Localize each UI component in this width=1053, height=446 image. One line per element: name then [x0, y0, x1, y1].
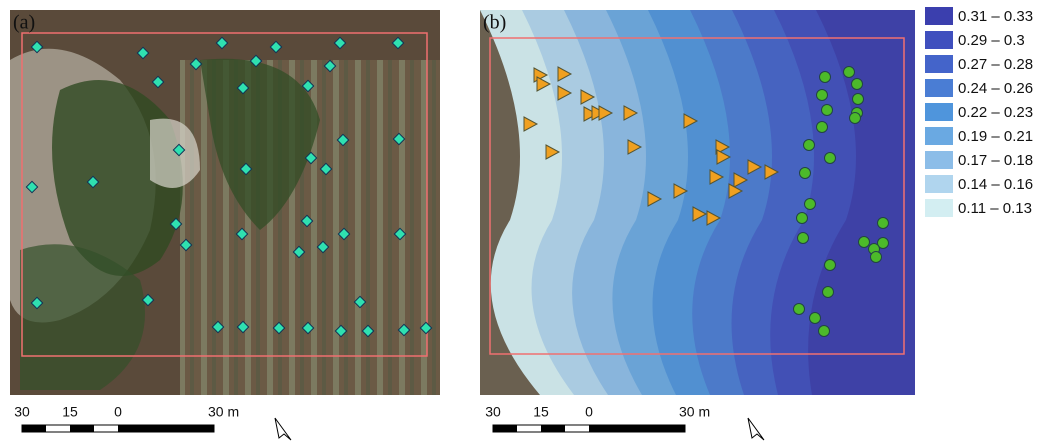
scale-seg	[541, 425, 565, 432]
scale-label: 30	[14, 404, 30, 420]
legend-label: 0.22 – 0.23	[958, 104, 1033, 121]
legend-swatch	[925, 199, 953, 217]
circle-point	[825, 153, 836, 164]
scale-label: 30	[485, 404, 501, 420]
legend-label: 0.31 – 0.33	[958, 8, 1033, 25]
legend-swatch	[925, 103, 953, 121]
circle-point	[805, 199, 816, 210]
circle-point	[850, 113, 861, 124]
circle-point	[844, 67, 855, 78]
circle-point	[804, 140, 815, 151]
legend-swatch	[925, 31, 953, 49]
circle-point	[878, 218, 889, 229]
circle-point	[797, 213, 808, 224]
panel-label: (a)	[13, 12, 35, 34]
scale-label: 30 m	[208, 404, 239, 420]
circle-point	[794, 304, 805, 315]
scale-label: 15	[533, 404, 549, 420]
scale-label: 15	[62, 404, 78, 420]
circle-point	[817, 90, 828, 101]
scale-seg	[493, 425, 517, 432]
circle-point	[798, 233, 809, 244]
panel-label: (b)	[483, 12, 506, 34]
legend-label: 0.14 – 0.16	[958, 176, 1033, 193]
scale-seg	[589, 425, 685, 432]
legend-swatch	[925, 175, 953, 193]
circle-point	[852, 79, 863, 90]
page: {"panels": [ {"label": "(a)", "scale": […	[0, 0, 1053, 441]
legend-label: 0.11 – 0.13	[958, 200, 1032, 217]
circle-point	[823, 287, 834, 298]
legend-label: 0.29 – 0.3	[958, 32, 1025, 49]
circle-point	[800, 168, 811, 179]
circle-point	[853, 94, 864, 105]
legend-swatch	[925, 127, 953, 145]
legend-swatch	[925, 7, 953, 25]
circle-point	[817, 122, 828, 133]
legend-swatch	[925, 79, 953, 97]
scale-seg	[70, 425, 94, 432]
legend-swatch	[925, 151, 953, 169]
north-arrow	[748, 418, 764, 440]
scale-seg	[22, 425, 46, 432]
legend-swatch	[925, 55, 953, 73]
legend-label: 0.27 – 0.28	[958, 56, 1033, 73]
circle-point	[871, 252, 882, 263]
circle-point	[810, 313, 821, 324]
circle-point	[822, 105, 833, 116]
circle-point	[859, 237, 870, 248]
circle-point	[819, 326, 830, 337]
circle-point	[820, 72, 831, 83]
legend-label: 0.17 – 0.18	[958, 152, 1033, 169]
aerial-a	[10, 10, 440, 395]
north-arrow	[275, 418, 291, 440]
scale-label: 0	[114, 404, 122, 420]
scale-seg	[118, 425, 214, 432]
circle-point	[825, 260, 836, 271]
scale-label: 0	[585, 404, 593, 420]
legend-label: 0.19 – 0.21	[958, 128, 1033, 145]
figure: (a) (b) 30 15 0 30 m 30 15 0 30 m 0.31 – 0.33 0.2…	[0, 0, 1053, 441]
scale-label: 30 m	[679, 404, 710, 420]
legend-label: 0.24 – 0.26	[958, 80, 1033, 97]
